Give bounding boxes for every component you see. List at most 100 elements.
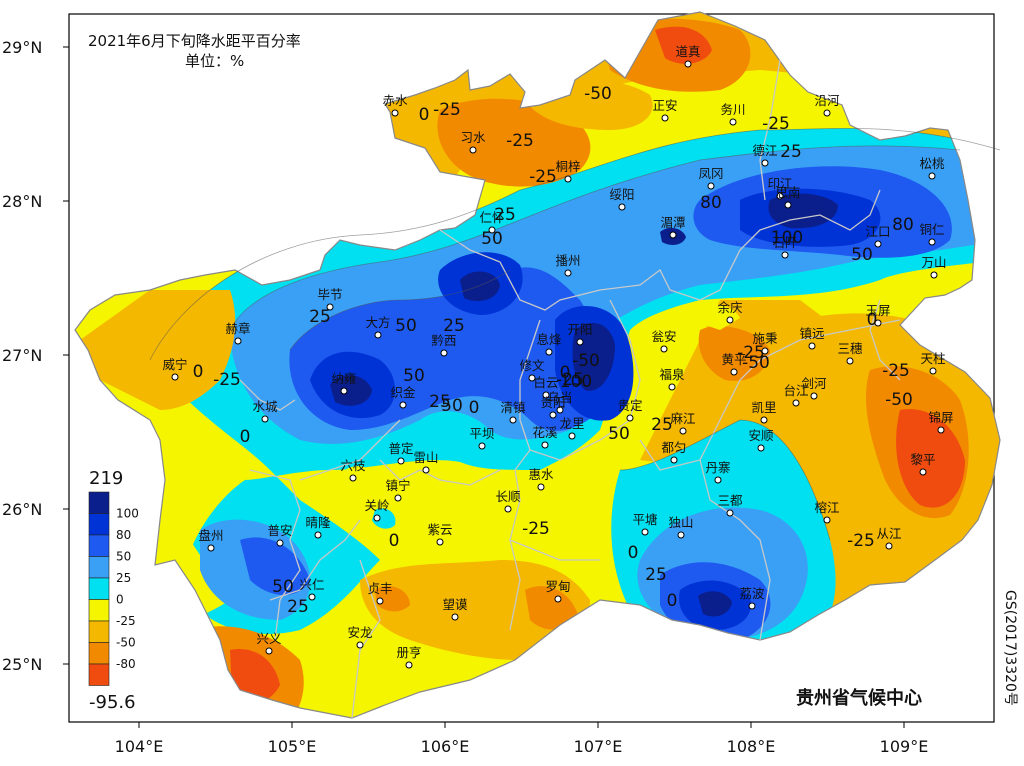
city-label: 德江: [752, 143, 777, 158]
city-label: 台江: [783, 383, 808, 398]
city-marker: [928, 238, 936, 246]
contour-label: 25: [651, 415, 673, 435]
lat-labels: 29°N 28°N 27°N 26°N 25°N: [2, 38, 42, 674]
city-label: 习水: [460, 130, 486, 145]
contour-label: 50: [272, 577, 294, 597]
city-label: 修文: [519, 358, 545, 373]
city-label: 威宁: [162, 357, 187, 372]
city-label: 天柱: [920, 351, 945, 366]
city-marker: [757, 444, 765, 452]
contour-label: 50: [481, 229, 503, 249]
city-label: 独山: [668, 515, 693, 530]
city-label: 安顺: [748, 428, 773, 443]
city-marker: [405, 661, 413, 669]
city-marker: [730, 368, 738, 376]
city-marker: [391, 109, 399, 117]
city-label: 余庆: [717, 300, 743, 315]
city-label: 江口: [865, 224, 890, 239]
contour-label: 25: [443, 316, 465, 336]
city-label: 普定: [388, 441, 413, 456]
city-marker: [314, 531, 322, 539]
city-marker: [265, 647, 273, 655]
city-label: 三穗: [837, 341, 863, 356]
city-marker: [376, 597, 384, 605]
city-marker: [564, 175, 572, 183]
city-marker: [810, 392, 818, 400]
city-label: 清镇: [500, 400, 525, 415]
contour-label: -25: [522, 519, 550, 539]
legend-tick-label: -80: [116, 657, 136, 671]
city-marker: [504, 505, 512, 513]
city-marker: [808, 342, 816, 350]
city-marker: [928, 172, 936, 180]
city-marker: [874, 240, 882, 248]
city-marker: [537, 483, 545, 491]
contour-label: -25: [433, 100, 461, 120]
city-marker: [792, 399, 800, 407]
city-marker: [478, 442, 486, 450]
city-marker: [707, 182, 715, 190]
contour-label: 25: [780, 142, 802, 162]
city-label: 龙里: [559, 416, 584, 431]
city-marker: [542, 391, 550, 399]
lon-label: 106°E: [421, 737, 470, 756]
city-label: 万山: [921, 255, 946, 270]
city-label: 铜仁: [919, 222, 944, 237]
city-label: 黎平: [910, 452, 935, 467]
legend-swatch: [88, 620, 110, 643]
city-label: 望谟: [442, 597, 468, 612]
city-label: 都匀: [661, 440, 686, 455]
city-marker: [436, 538, 444, 546]
legend: 219 -95.6 100 80 50 25 0 -25 -50 -80: [88, 468, 139, 713]
contour-label: 50: [608, 424, 630, 444]
credit-label: 贵州省气候中心: [796, 687, 922, 709]
contour-label: -50: [572, 351, 600, 371]
legend-swatch: [88, 663, 110, 686]
city-label: 安龙: [347, 625, 372, 640]
city-label: 息烽: [536, 332, 562, 347]
city-label: 贞丰: [367, 581, 392, 596]
legend-tick-label: 100: [116, 507, 139, 521]
contour-label: 0: [560, 363, 571, 383]
legend-swatch: [88, 513, 110, 536]
lon-labels: 104°E 105°E 106°E 107°E 108°E 109°E: [115, 737, 929, 756]
city-marker: [276, 539, 284, 547]
city-label: 道真: [675, 44, 700, 59]
lat-label: 26°N: [2, 500, 42, 519]
city-marker: [660, 345, 668, 353]
city-marker: [784, 201, 792, 209]
city-label: 惠水: [528, 467, 554, 482]
city-label: 丹寨: [705, 460, 730, 475]
city-label: 黔西: [431, 333, 456, 348]
city-marker: [761, 347, 769, 355]
contour-label: 50: [403, 366, 425, 386]
contour-label: 25: [309, 307, 331, 327]
city-marker: [668, 383, 676, 391]
city-label: 贵阳: [540, 395, 565, 410]
city-marker: [661, 114, 669, 122]
city-marker: [422, 466, 430, 474]
city-label: 晴隆: [305, 515, 331, 530]
city-label: 纳雍: [331, 371, 356, 386]
city-marker: [626, 414, 634, 422]
contour-lines: [149, 128, 1001, 541]
contour-label: 25: [494, 205, 516, 225]
city-label: 松桃: [919, 156, 945, 171]
city-marker: [509, 416, 517, 424]
city-label: 瓮安: [651, 329, 676, 344]
city-marker: [677, 531, 685, 539]
contour-label: 0: [193, 362, 204, 382]
city-marker: [929, 367, 937, 375]
contour-label: -25: [847, 531, 875, 551]
contour-label: 0: [867, 310, 878, 330]
city-marker: [930, 271, 938, 279]
city-label: 贵定: [617, 398, 642, 413]
city-marker: [397, 457, 405, 465]
city-label: 平塘: [632, 512, 657, 527]
city-label: 镇宁: [385, 478, 410, 493]
city-marker: [549, 411, 557, 419]
city-marker: [528, 374, 536, 382]
legend-swatch: [88, 534, 110, 557]
legend-swatch: [88, 642, 110, 665]
